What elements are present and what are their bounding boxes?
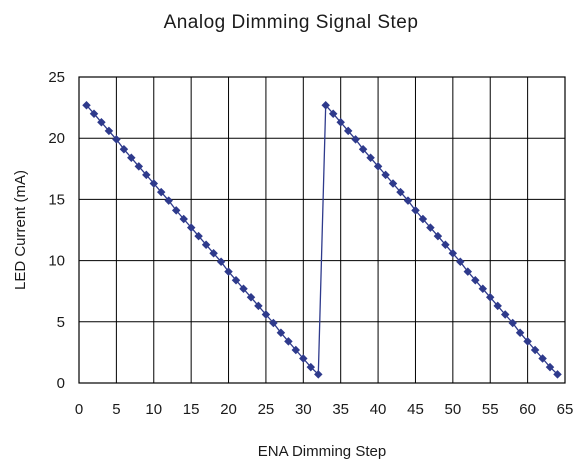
- data-point: [411, 206, 420, 215]
- data-point: [403, 196, 413, 205]
- data-point: [224, 267, 233, 276]
- x-tick-label: 35: [332, 401, 349, 418]
- x-tick-label: 15: [183, 401, 200, 418]
- data-point: [112, 135, 121, 144]
- data-point: [515, 328, 525, 338]
- data-point: [358, 144, 368, 154]
- x-tick-label: 0: [75, 401, 83, 418]
- data-point: [216, 257, 226, 267]
- data-point: [284, 337, 293, 346]
- x-tick-label: 10: [145, 401, 162, 418]
- data-point: [194, 231, 203, 241]
- data-point: [426, 223, 435, 232]
- data-point: [186, 223, 196, 232]
- data-point: [291, 345, 301, 355]
- data-point: [89, 109, 99, 118]
- data-point: [478, 284, 488, 294]
- data-point: [119, 144, 129, 154]
- data-point: [508, 318, 517, 328]
- series: [82, 100, 562, 379]
- data-point: [485, 293, 495, 302]
- data-point: [373, 162, 383, 171]
- data-point: [448, 249, 458, 258]
- y-tick-labels: 0 5 10 15 20 25: [48, 69, 65, 392]
- x-tick-label: 45: [407, 401, 424, 418]
- data-point: [82, 100, 91, 110]
- data-point: [381, 170, 390, 180]
- data-point: [471, 275, 480, 285]
- y-tick-label: 20: [48, 130, 65, 147]
- y-tick-label: 5: [57, 314, 65, 331]
- data-point: [254, 301, 263, 311]
- data-point: [366, 153, 375, 163]
- data-point: [343, 126, 353, 136]
- data-point: [246, 293, 256, 302]
- data-point: [149, 179, 159, 188]
- plot-frame: [78, 76, 566, 384]
- data-point: [538, 354, 547, 363]
- series-line: [86, 103, 558, 376]
- data-point: [493, 301, 502, 311]
- data-point: [336, 118, 345, 127]
- x-tick-label: 50: [445, 401, 462, 418]
- data-point: [276, 328, 286, 338]
- x-tick-label: 55: [482, 401, 499, 418]
- x-tick-label: 65: [557, 401, 574, 418]
- data-point: [306, 362, 316, 372]
- data-point: [179, 214, 188, 224]
- x-tick-label: 60: [519, 401, 536, 418]
- data-point: [321, 100, 330, 110]
- data-point: [171, 206, 181, 215]
- data-point: [456, 257, 465, 267]
- y-tick-label: 0: [57, 375, 65, 392]
- data-point: [231, 275, 241, 285]
- data-point: [500, 310, 510, 319]
- data-point: [418, 214, 428, 224]
- data-point: [164, 196, 173, 205]
- data-point: [351, 135, 360, 144]
- data-point: [463, 267, 473, 276]
- data-point: [97, 118, 106, 127]
- data-point: [314, 370, 323, 379]
- data-point: [441, 240, 450, 249]
- data-point: [523, 337, 532, 346]
- data-point: [134, 162, 144, 171]
- x-tick-label: 40: [370, 401, 387, 418]
- data-point: [545, 362, 555, 372]
- data-point: [299, 354, 308, 363]
- data-point: [156, 187, 166, 197]
- y-tick-label: 25: [48, 69, 65, 86]
- data-point: [433, 231, 443, 241]
- x-axis-label: ENA Dimming Step: [258, 443, 386, 460]
- data-point: [328, 109, 338, 118]
- data-point: [261, 310, 271, 319]
- x-tick-label: 25: [258, 401, 275, 418]
- x-tick-label: 20: [220, 401, 237, 418]
- chart-title: Analog Dimming Signal Step: [164, 12, 419, 33]
- data-point: [388, 179, 398, 188]
- x-tick-label: 30: [295, 401, 312, 418]
- y-tick-label: 15: [48, 191, 65, 208]
- data-point: [396, 187, 405, 197]
- y-axis-label: LED Current (mA): [12, 170, 29, 290]
- x-tick-label: 5: [112, 401, 120, 418]
- y-tick-label: 10: [48, 253, 65, 270]
- data-point: [142, 170, 151, 180]
- data-point: [269, 318, 278, 328]
- data-point: [127, 153, 136, 163]
- data-point: [104, 126, 114, 136]
- data-point: [239, 284, 248, 294]
- data-point: [530, 345, 540, 355]
- data-point: [201, 240, 211, 249]
- x-tick-labels: 0 5 10 15 20 25 30 35 40 45 50 55 60 65: [75, 401, 574, 418]
- data-point: [553, 370, 562, 379]
